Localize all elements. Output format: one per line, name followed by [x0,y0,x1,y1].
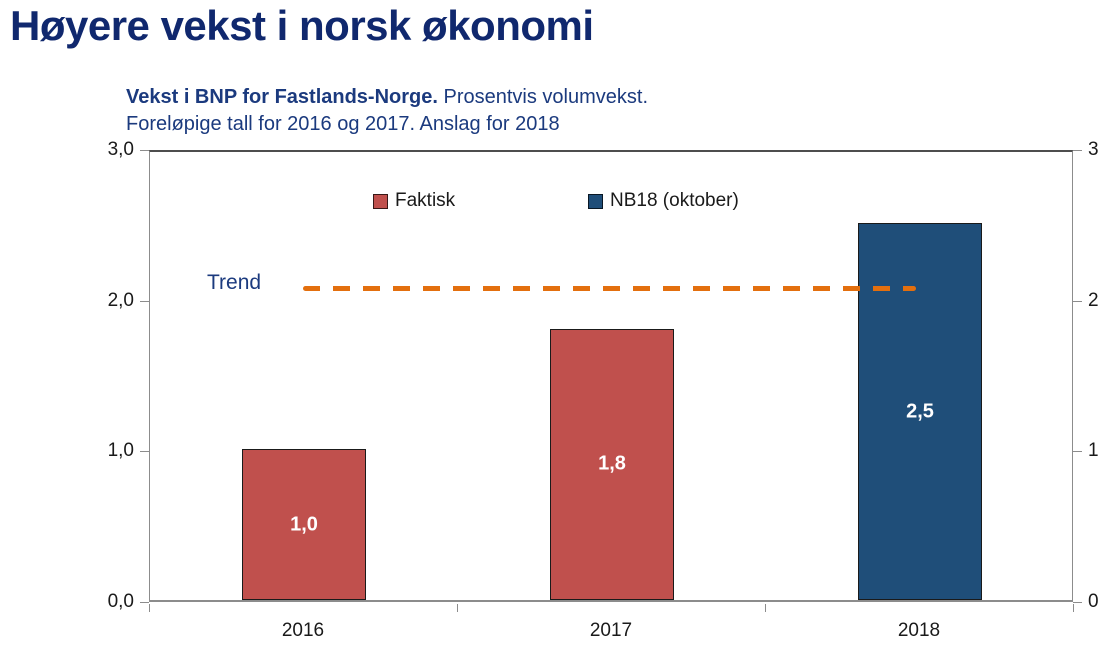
bar-2017: 1,8 [550,328,674,600]
bar-chart: Faktisk NB18 (oktober) Trend 1,0 1,8 2,5 0,… [108,139,1099,641]
page-title: Høyere vekst i norsk økonomi [10,2,594,49]
y-axis-tick-right [1073,300,1082,302]
subtitle-bold-part: Vekst i BNP for Fastlands-Norge. [126,86,438,108]
x-axis-tick [457,604,458,612]
legend-entry-label: NB18 (oktober) [610,190,739,211]
bar-2016: 1,0 [242,449,366,600]
y-axis-tick-left [140,150,149,151]
y-axis-tick-right [1073,602,1082,603]
bar-2018: 2,5 [858,223,982,600]
y-axis-label-left: 2,0 [107,289,134,311]
y-axis-label-left: 3,0 [107,139,134,160]
x-axis-label: 2016 [281,620,325,641]
subtitle-line2: Foreløpige tall for 2016 og 2017. Anslag… [126,113,560,135]
bar-value-label: 1,8 [598,452,626,475]
bar-value-label: 1,0 [290,513,318,536]
plot-area: Faktisk NB18 (oktober) Trend 1,0 1,8 2,5 [149,150,1073,602]
trend-label: Trend [207,271,262,294]
y-axis-tick-left [140,451,149,453]
y-axis-tick-left [140,300,149,302]
x-axis-tick [1073,604,1074,612]
legend-marker-icon [588,193,603,209]
subtitle-line1: Vekst i BNP for Fastlands-Norge. Prosent… [126,84,648,111]
x-axis-tick [149,604,150,612]
trend-line [303,285,916,291]
x-axis-label: 2017 [589,620,633,641]
chart-subtitle: Vekst i BNP for Fastlands-Norge. Prosent… [126,84,648,138]
y-axis-label-left: 1,0 [107,440,134,462]
x-axis-label: 2018 [897,620,941,641]
legend-entry-label: Faktisk [395,190,456,211]
y-axis-label-right: 1 [1088,440,1099,462]
y-axis-label-left: 0,0 [107,591,134,612]
bar-value-label: 2,5 [906,400,934,423]
y-axis-tick-right [1073,451,1082,453]
y-axis-label-right: 3 [1088,139,1099,160]
subtitle-regular-part: Prosentvis volumvekst. [443,86,649,108]
y-axis-tick-left [140,602,149,603]
y-axis-label-right: 2 [1088,289,1099,311]
y-axis-label-right: 0 [1088,591,1099,612]
x-axis-tick [765,604,766,612]
legend-entry-2: NB18 (oktober) [588,190,739,212]
legend-marker-icon [373,193,388,209]
y-axis-tick-right [1073,150,1082,151]
legend-entry-1: Faktisk [373,190,455,212]
